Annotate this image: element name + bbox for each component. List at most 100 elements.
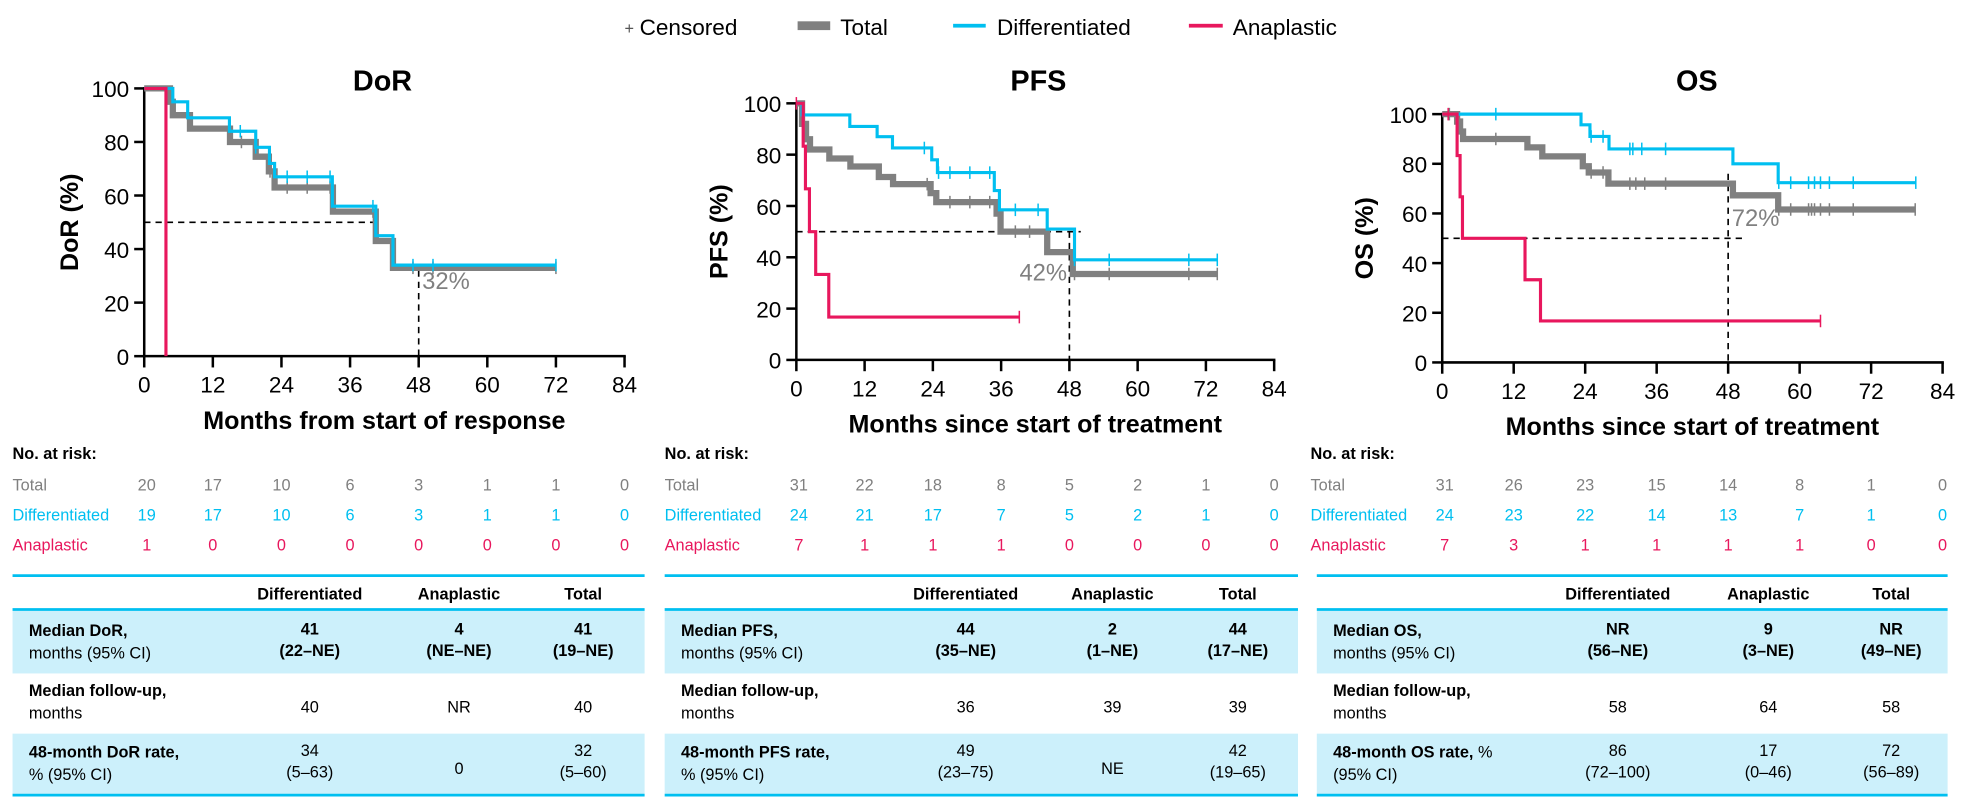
at-risk-count: 17 bbox=[204, 506, 222, 524]
km-curve-total bbox=[796, 100, 1218, 278]
at-risk-row-label: Anaplastic bbox=[1311, 537, 1386, 555]
chart-title: PFS bbox=[1010, 65, 1066, 97]
y-tick-label: 80 bbox=[756, 143, 781, 168]
table-cell-ci: (23–75) bbox=[938, 764, 994, 782]
table-cell-value: 32 bbox=[574, 742, 592, 760]
at-risk-count: 7 bbox=[997, 506, 1006, 524]
table-cell-value: 64 bbox=[1759, 698, 1777, 716]
table-cell-value: 4 bbox=[454, 621, 463, 639]
at-risk-count: 23 bbox=[1576, 476, 1594, 494]
at-risk-count: 0 bbox=[620, 537, 629, 555]
x-tick-label: 12 bbox=[200, 373, 225, 398]
at-risk-count: 8 bbox=[1795, 476, 1804, 494]
at-risk-count: 1 bbox=[1201, 476, 1210, 494]
legend-total-swatch bbox=[797, 21, 831, 31]
table-row-label-bold: 48-month DoR rate, bbox=[29, 743, 179, 761]
table-row-sublabel: % (95% CI) bbox=[29, 766, 112, 784]
at-risk-count: 10 bbox=[272, 476, 290, 494]
at-risk-heading: No. at risk: bbox=[1311, 445, 1395, 463]
at-risk-count: 6 bbox=[346, 476, 355, 494]
table-row-label: Median follow-up, bbox=[1333, 682, 1471, 700]
table-cell-ci: (35–NE) bbox=[935, 642, 996, 660]
km-curve-differentiated bbox=[796, 101, 1218, 262]
y-tick-label: 0 bbox=[769, 349, 782, 374]
at-risk-count: 0 bbox=[1270, 476, 1279, 494]
x-tick-label: 12 bbox=[852, 376, 877, 401]
x-tick-label: 0 bbox=[138, 373, 151, 398]
table-row-label-bold: Median OS, bbox=[1333, 622, 1422, 640]
at-risk-count: 0 bbox=[1270, 506, 1279, 524]
at-risk-count: 1 bbox=[1795, 537, 1804, 555]
table-row-label-bold: Median follow-up, bbox=[29, 682, 167, 700]
table-cell-ci: (1–NE) bbox=[1087, 642, 1139, 660]
table-cell-value: 0 bbox=[454, 760, 463, 778]
y-axis-label: DoR (%) bbox=[56, 174, 84, 272]
x-tick-label: 48 bbox=[1057, 376, 1082, 401]
at-risk-count: 0 bbox=[620, 476, 629, 494]
table-cell-value: 42 bbox=[1229, 742, 1247, 760]
at-risk-count: 24 bbox=[1436, 506, 1454, 524]
at-risk-row-label: Anaplastic bbox=[665, 537, 740, 555]
y-tick-label: 40 bbox=[756, 246, 781, 271]
at-risk-count: 0 bbox=[1938, 537, 1947, 555]
x-tick-label: 60 bbox=[1125, 376, 1150, 401]
table-row-sublabel: (95% CI) bbox=[1333, 766, 1397, 784]
table-cell-ci: (5–63) bbox=[286, 764, 333, 782]
table-cell-value: 49 bbox=[957, 742, 975, 760]
chart-title: DoR bbox=[353, 65, 412, 97]
km-curve-total bbox=[144, 85, 556, 271]
table-cell-value: 41 bbox=[574, 621, 592, 639]
x-tick-label: 24 bbox=[269, 373, 294, 398]
table-row-label: 48-month DoR rate, bbox=[29, 743, 179, 761]
table-cell-ci: (56–NE) bbox=[1587, 642, 1648, 660]
x-tick-label: 72 bbox=[1859, 379, 1884, 404]
table-cell-ci: (19–65) bbox=[1210, 764, 1266, 782]
at-risk-count: 7 bbox=[1440, 537, 1449, 555]
at-risk-count: 22 bbox=[856, 476, 874, 494]
at-risk-count: 14 bbox=[1648, 506, 1666, 524]
table-cell-value: NR bbox=[1606, 621, 1630, 639]
table-row-shade bbox=[12, 610, 645, 674]
at-risk-count: 2 bbox=[1133, 476, 1142, 494]
y-tick-label: 60 bbox=[756, 195, 781, 220]
y-tick-label: 80 bbox=[1402, 153, 1427, 178]
at-risk-count: 1 bbox=[1724, 537, 1733, 555]
table-row-shade bbox=[664, 610, 1298, 674]
table-row-label: Median OS, bbox=[1333, 622, 1422, 640]
table-row-sublabel: months bbox=[1333, 705, 1386, 723]
table-column-header: Anaplastic bbox=[1071, 585, 1153, 603]
at-risk-count: 1 bbox=[551, 506, 560, 524]
km-panel-pfs: PFS PFS (%) Months since start of treatmen… bbox=[664, 65, 1298, 797]
at-risk-count: 0 bbox=[1065, 537, 1074, 555]
y-tick-label: 40 bbox=[104, 238, 129, 263]
table-cell-value: 39 bbox=[1229, 698, 1247, 716]
table-column-header: Anaplastic bbox=[418, 585, 500, 603]
landmark-rate-annotation: 42% bbox=[1019, 259, 1067, 286]
at-risk-count: 26 bbox=[1505, 476, 1523, 494]
table-row-label-bold: Median follow-up, bbox=[681, 682, 819, 700]
y-tick-label: 60 bbox=[104, 184, 129, 209]
x-tick-label: 24 bbox=[1573, 379, 1598, 404]
legend-differentiated-label: Differentiated bbox=[997, 15, 1131, 40]
at-risk-count: 0 bbox=[346, 537, 355, 555]
at-risk-count: 0 bbox=[208, 537, 217, 555]
at-risk-count: 1 bbox=[1867, 476, 1876, 494]
at-risk-count: 1 bbox=[142, 537, 151, 555]
table-row-label: 48-month PFS rate, bbox=[681, 743, 830, 761]
landmark-rate-annotation: 72% bbox=[1732, 205, 1780, 232]
at-risk-count: 0 bbox=[277, 537, 286, 555]
table-cell-value: 86 bbox=[1609, 742, 1627, 760]
table-row-sublabel: % (95% CI) bbox=[681, 766, 764, 784]
table-cell-value: 41 bbox=[301, 621, 319, 639]
at-risk-count: 10 bbox=[272, 506, 290, 524]
at-risk-count: 1 bbox=[997, 537, 1006, 555]
summary-table: Differentiated Anaplastic Total Median DoR,… bbox=[12, 574, 645, 797]
at-risk-count: 7 bbox=[794, 537, 803, 555]
at-risk-row-label: Total bbox=[1311, 476, 1345, 494]
table-cell-value: NR bbox=[1879, 621, 1903, 639]
x-tick-label: 84 bbox=[1262, 376, 1287, 401]
table-column-header: Differentiated bbox=[257, 585, 362, 603]
at-risk-count: 1 bbox=[860, 537, 869, 555]
at-risk-count: 3 bbox=[414, 506, 423, 524]
summary-table: Differentiated Anaplastic Total Median OS, m… bbox=[1316, 574, 1948, 797]
